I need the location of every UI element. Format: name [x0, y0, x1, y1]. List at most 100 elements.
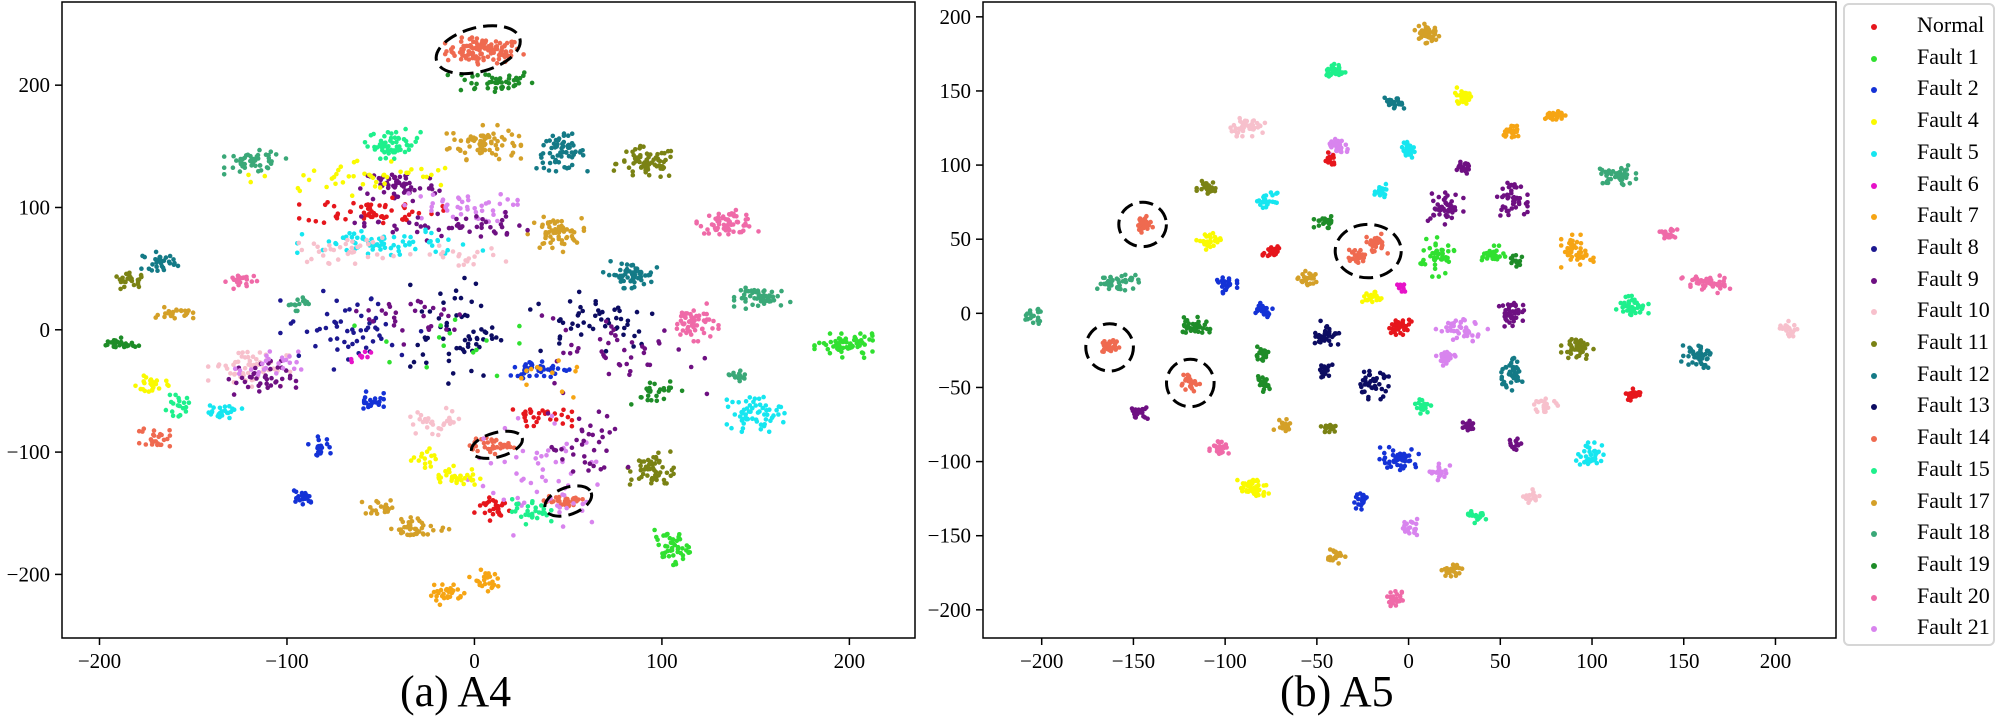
- data-point: [1142, 415, 1148, 420]
- data-point: [1460, 420, 1466, 425]
- data-point: [782, 410, 787, 416]
- data-point: [688, 318, 693, 324]
- data-point: [392, 135, 398, 140]
- data-point: [528, 307, 533, 312]
- data-point: [495, 78, 500, 83]
- data-point: [639, 164, 644, 170]
- data-point: [1646, 301, 1651, 307]
- data-point: [491, 50, 497, 55]
- data-point: [529, 362, 535, 368]
- data-point: [1436, 194, 1442, 200]
- data-point: [1680, 275, 1685, 280]
- data-point: [155, 268, 160, 274]
- data-point: [1593, 453, 1598, 458]
- data-point: [1566, 355, 1571, 361]
- data-point: [390, 195, 395, 200]
- data-point: [315, 244, 320, 250]
- data-point: [184, 310, 190, 316]
- data-point: [565, 414, 571, 420]
- data-point: [227, 404, 232, 409]
- cluster: [812, 331, 875, 361]
- data-point: [1238, 485, 1244, 491]
- data-point: [482, 510, 488, 516]
- data-point: [600, 270, 606, 275]
- data-point: [1214, 277, 1220, 283]
- data-point: [743, 299, 748, 304]
- cluster: [1352, 491, 1369, 512]
- data-point: [129, 340, 135, 346]
- y-tick-label: −200: [928, 598, 971, 622]
- data-point: [358, 186, 363, 191]
- data-point: [1706, 348, 1711, 354]
- data-point: [407, 242, 412, 247]
- data-point: [630, 169, 635, 174]
- data-point: [662, 328, 667, 333]
- data-point: [477, 503, 483, 508]
- data-point: [459, 199, 465, 205]
- data-point: [739, 418, 745, 423]
- data-point: [446, 225, 452, 231]
- data-point: [490, 252, 496, 258]
- data-point: [381, 190, 387, 195]
- cluster: [1346, 247, 1368, 266]
- data-point: [1360, 378, 1366, 383]
- cluster: [1679, 343, 1713, 371]
- data-point: [461, 262, 467, 268]
- data-point: [619, 261, 624, 267]
- data-point: [491, 212, 496, 217]
- data-point: [1330, 68, 1336, 73]
- data-point: [483, 72, 488, 77]
- data-point: [368, 505, 373, 510]
- data-point: [251, 371, 256, 377]
- data-point: [1186, 375, 1192, 381]
- data-point: [1635, 305, 1640, 311]
- data-point: [522, 412, 527, 418]
- data-point: [496, 506, 501, 512]
- data-point: [661, 533, 666, 538]
- data-point: [377, 399, 382, 405]
- data-point: [504, 230, 510, 236]
- data-point: [177, 412, 183, 418]
- data-point: [429, 453, 434, 459]
- data-point: [458, 138, 464, 143]
- data-point: [747, 293, 753, 299]
- data-point: [488, 461, 494, 466]
- data-point: [331, 203, 337, 209]
- data-point: [553, 459, 559, 465]
- data-point: [248, 179, 253, 185]
- data-point: [576, 346, 581, 351]
- data-point: [1223, 443, 1228, 449]
- data-point: [223, 363, 228, 369]
- data-point: [564, 505, 569, 511]
- data-point: [1408, 519, 1414, 525]
- data-point: [766, 297, 771, 303]
- data-point: [1507, 309, 1513, 315]
- data-point: [350, 341, 355, 347]
- data-point: [639, 395, 644, 400]
- data-point: [288, 321, 294, 326]
- data-point: [641, 281, 647, 287]
- data-point: [556, 224, 562, 230]
- data-point: [579, 428, 585, 434]
- data-point: [371, 399, 377, 405]
- data-point: [509, 509, 515, 515]
- data-point: [1585, 440, 1591, 445]
- data-point: [389, 526, 394, 532]
- data-point: [436, 243, 442, 248]
- data-point: [237, 169, 243, 174]
- data-point: [560, 492, 565, 497]
- data-point: [543, 478, 548, 484]
- data-point: [1461, 195, 1466, 201]
- data-point: [454, 345, 459, 351]
- data-point: [390, 229, 396, 235]
- data-point: [368, 133, 374, 138]
- data-point: [513, 82, 518, 88]
- cluster: [1260, 244, 1282, 259]
- data-point: [454, 216, 459, 222]
- data-point: [552, 421, 557, 426]
- data-point: [358, 328, 364, 333]
- data-point: [547, 160, 553, 166]
- data-point: [458, 206, 463, 211]
- y-tick-label: −50: [938, 375, 971, 399]
- data-point: [1569, 232, 1575, 238]
